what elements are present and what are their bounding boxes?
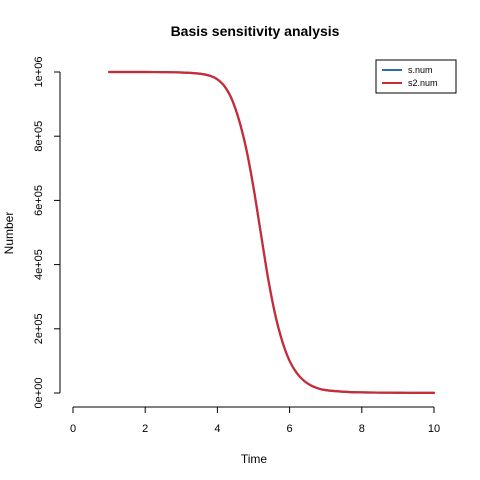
x-ticks: 0 2 4 6 8 10 [70,407,440,435]
plot-series [108,70,436,394]
y-axis-label: Number [2,212,16,255]
legend-label: s.num [408,65,433,75]
y-axis: 0e+00 2e+05 4e+05 6e+05 8e+05 1e+06 Number [2,57,61,409]
series-line-s-num [108,70,436,394]
chart-title: Basis sensitivity analysis [171,23,340,39]
x-tick-label: 8 [359,423,365,435]
x-tick-label: 4 [214,423,220,435]
x-tick-label: 10 [428,423,440,435]
x-axis: 0 2 4 6 8 10 Time [70,406,440,466]
y-tick-label: 0e+00 [33,378,45,409]
series-line-s2-num [108,70,436,394]
x-axis-label: Time [241,452,268,466]
y-tick-label: 8e+05 [33,121,45,152]
y-tick-label: 4e+05 [33,249,45,280]
y-tick-label: 1e+06 [33,57,45,88]
legend-items: s.num s2.num [382,65,438,88]
y-ticks: 0e+00 2e+05 4e+05 6e+05 8e+05 1e+06 [33,57,60,409]
y-tick-label: 2e+05 [33,313,45,344]
legend: s.num s2.num [375,59,457,94]
x-tick-label: 2 [142,423,148,435]
legend-label: s2.num [408,78,438,88]
x-tick-label: 0 [70,423,76,435]
x-tick-label: 6 [287,423,293,435]
y-tick-label: 6e+05 [33,185,45,216]
legend-box [375,59,457,94]
